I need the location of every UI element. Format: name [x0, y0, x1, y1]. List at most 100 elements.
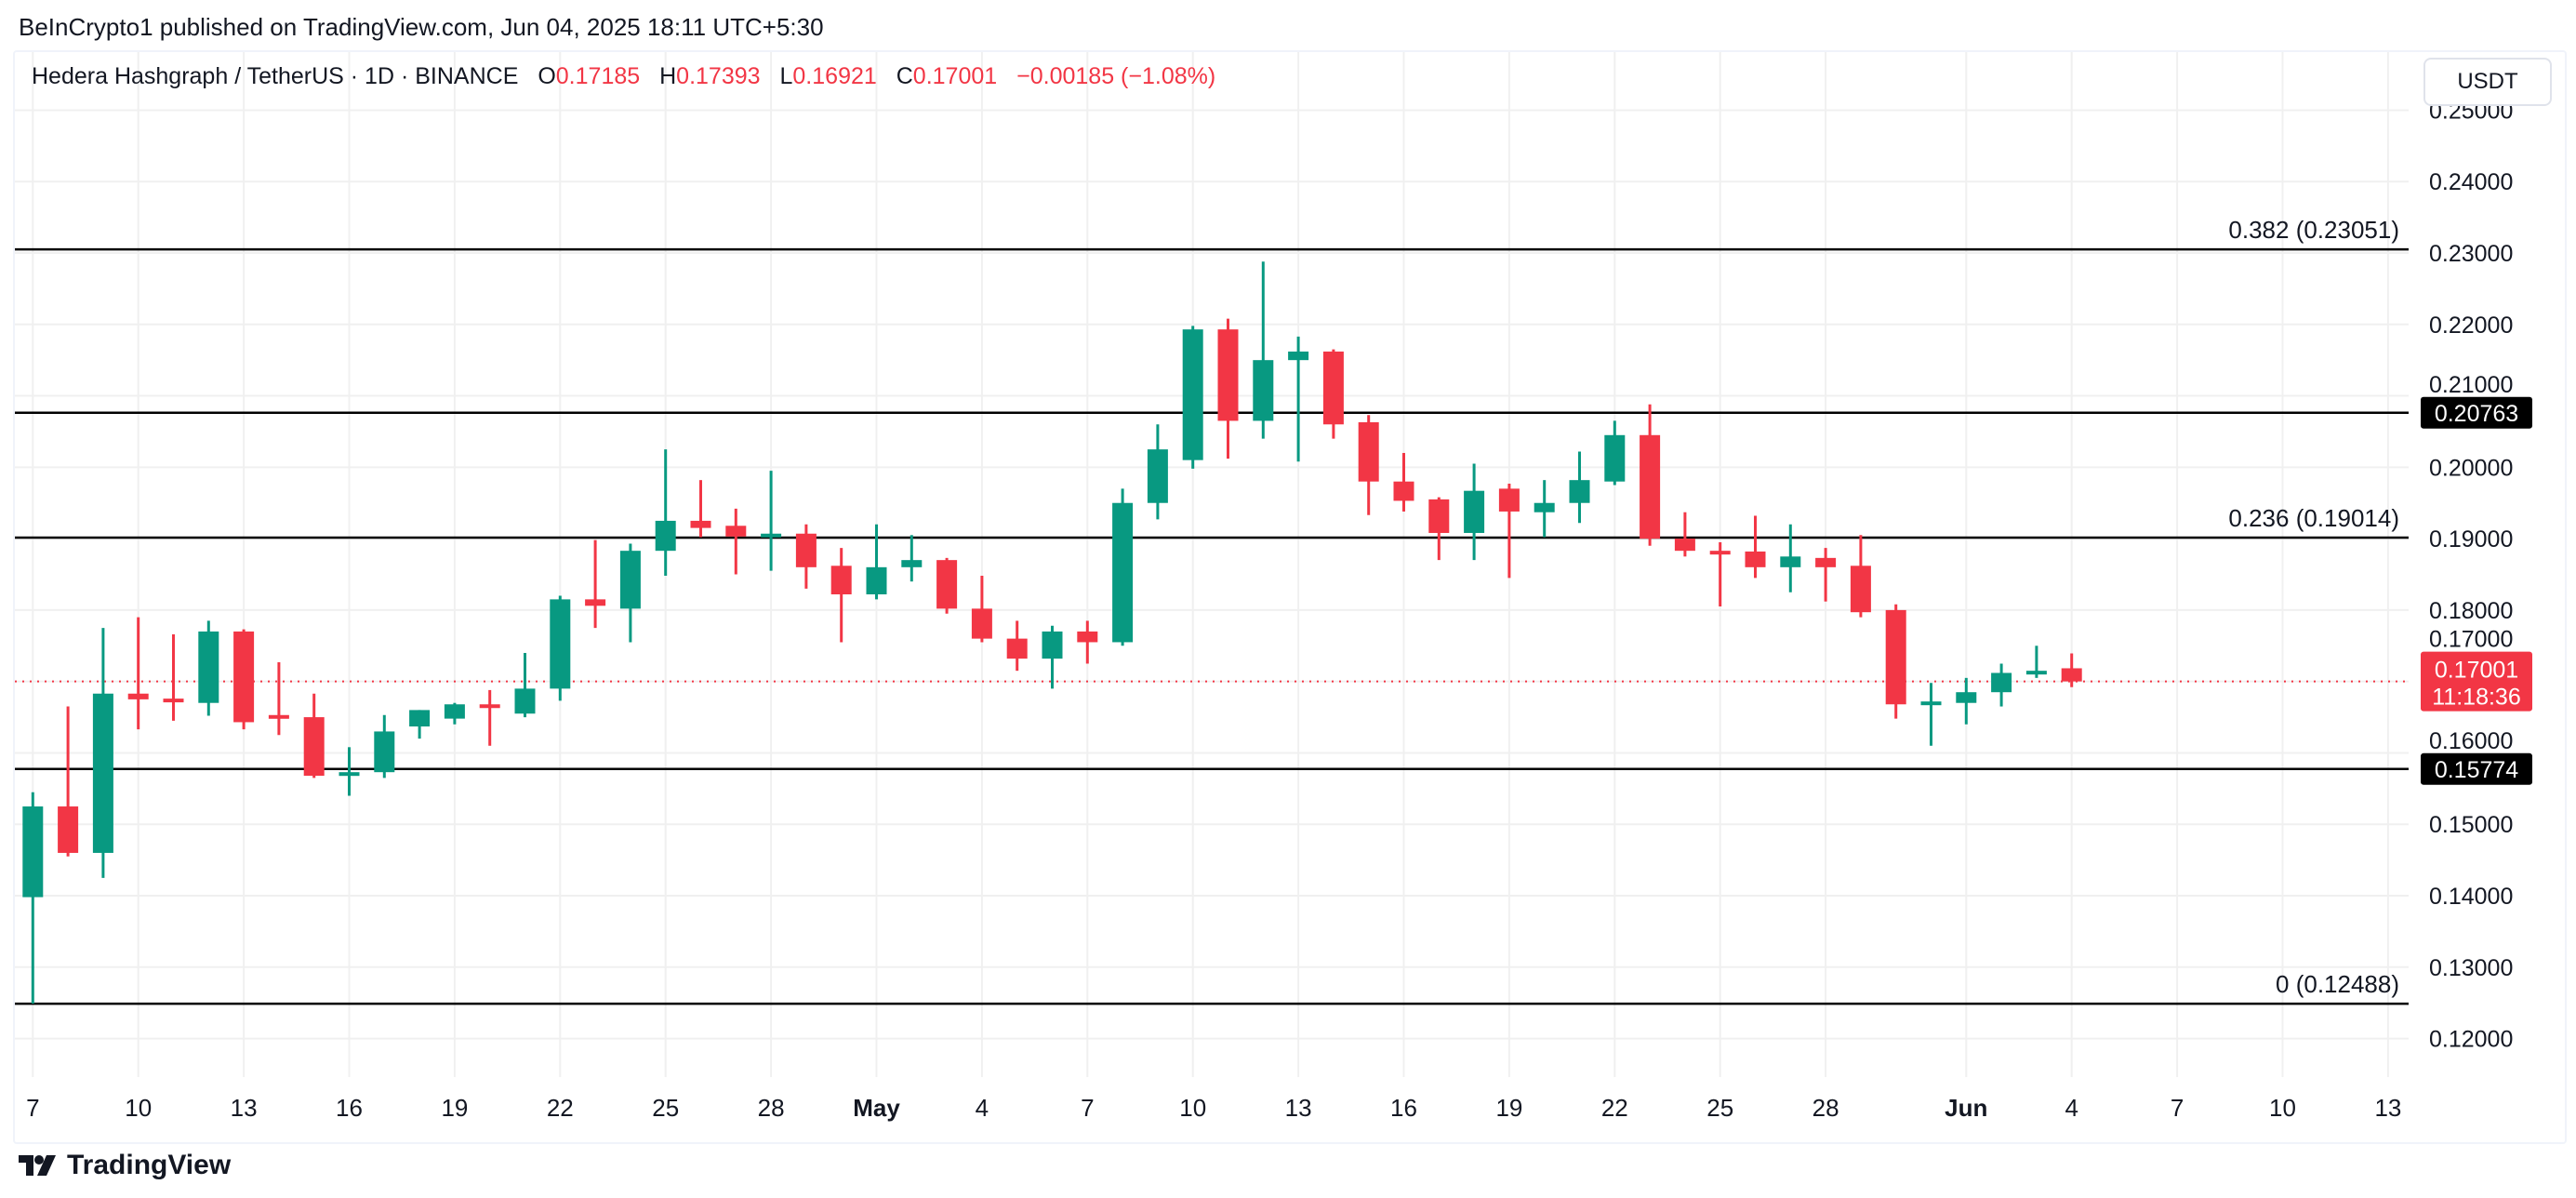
time-axis-label: 10: [125, 1094, 152, 1122]
time-axis-label: 4: [2065, 1094, 2078, 1122]
currency-button[interactable]: USDT: [2423, 58, 2552, 106]
open-label: O: [538, 63, 556, 89]
price-axis-label: 0.15000: [2429, 812, 2513, 838]
fib-level-label: 0.236 (0.19014): [2228, 504, 2399, 532]
time-axis-label: 13: [2374, 1094, 2401, 1122]
fib-price-badge-text: 0.20763: [2435, 401, 2518, 427]
time-axis-label: 16: [1390, 1094, 1417, 1122]
fib-level-label: 0 (0.12488): [2276, 970, 2399, 998]
published-caption: BeInCrypto1 published on TradingView.com…: [19, 13, 824, 41]
price-axis-label: 0.13000: [2429, 955, 2513, 981]
candle-body-up: [198, 631, 219, 703]
low-value: 0.16921: [792, 63, 877, 89]
candle-body-up: [409, 710, 431, 727]
tradingview-brand: TradingView: [67, 1150, 232, 1180]
change-value: −0.00185 (−1.08%): [1016, 63, 1216, 89]
time-axis-label: 10: [2269, 1094, 2296, 1122]
candle-countdown: 11:18:36: [2432, 685, 2520, 711]
candle-body-down: [303, 717, 325, 777]
candle-body-up: [92, 693, 113, 853]
symbol-title[interactable]: Hedera Hashgraph / TetherUS · 1D · BINAN…: [32, 63, 519, 89]
candle-body-up: [339, 772, 360, 777]
candle-body-down: [1498, 488, 1520, 512]
time-axis-label: 22: [1601, 1094, 1628, 1122]
time-axis-label: 19: [441, 1094, 468, 1122]
candle-body-down: [1815, 557, 1837, 567]
candle-body-down: [1077, 631, 1098, 643]
candle-body-up: [761, 533, 782, 538]
time-axis-label: 10: [1179, 1094, 1206, 1122]
chart-frame: [13, 50, 2567, 1144]
high-label: H: [659, 63, 677, 89]
candle-body-up: [1956, 692, 1977, 703]
candle-body-down: [936, 560, 958, 609]
candle-body-down: [479, 704, 500, 709]
candle-body-down: [163, 699, 184, 703]
candle-body-up: [1253, 360, 1274, 421]
candle-body-down: [971, 608, 992, 639]
low-label: L: [779, 63, 793, 89]
candle-body-down: [1709, 551, 1731, 555]
close-value: 0.17001: [912, 63, 998, 89]
price-axis-label: 0.19000: [2429, 526, 2513, 552]
time-axis-label: 7: [26, 1094, 39, 1122]
time-axis-label: 28: [758, 1094, 785, 1122]
candle-body-down: [1745, 551, 1766, 567]
time-axis-label: Jun: [1945, 1094, 1987, 1122]
fib-price-badge: [2421, 396, 2532, 429]
candle-body-down: [1428, 499, 1450, 533]
time-axis-label: 28: [1812, 1094, 1839, 1122]
time-axis-label: 7: [1081, 1094, 1094, 1122]
candle-body-up: [1042, 631, 1063, 659]
candle-body-down: [1850, 566, 1871, 613]
candle-body-up: [1920, 701, 1942, 706]
time-axis-label: 19: [1495, 1094, 1522, 1122]
candle-body-down: [585, 599, 606, 606]
symbol-legend: Hedera Hashgraph / TetherUS · 1D · BINAN…: [32, 63, 1215, 90]
price-axis-label: 0.16000: [2429, 728, 2513, 754]
candle-body-up: [1569, 480, 1590, 503]
candle-body-down: [1358, 421, 1379, 482]
time-axis-label: 13: [1285, 1094, 1312, 1122]
candle-body-down: [1640, 434, 1661, 539]
price-axis-background: [2409, 52, 2561, 1077]
candle-body-up: [444, 704, 465, 719]
candle-body-up: [1464, 490, 1485, 533]
candle-body-down: [2061, 668, 2082, 682]
candle-body-up: [374, 731, 395, 773]
candle-body-up: [1604, 434, 1626, 482]
time-axis-label: 7: [2171, 1094, 2184, 1122]
time-axis-label: May: [853, 1094, 900, 1122]
candle-body-up: [1991, 672, 2012, 693]
candle-body-down: [268, 714, 289, 719]
candle-body-up: [514, 688, 536, 714]
price-axis-label: 0.22000: [2429, 313, 2513, 339]
candle-body-up: [866, 566, 887, 595]
open-value: 0.17185: [555, 63, 641, 89]
candle-body-up: [1112, 502, 1134, 643]
candle-body-down: [58, 806, 79, 853]
time-axis-label: 4: [976, 1094, 989, 1122]
current-price-badge: [2421, 651, 2532, 712]
candle-body-up: [1182, 329, 1203, 460]
time-axis-label: 25: [1706, 1094, 1733, 1122]
candle-body-up: [655, 520, 676, 552]
candle-body-up: [1147, 449, 1168, 503]
candle-body-down: [795, 533, 817, 567]
candle-body-down: [233, 631, 255, 723]
close-label: C: [896, 63, 913, 89]
price-axis-label: 0.23000: [2429, 241, 2513, 267]
tradingview-logo[interactable]: TradingView: [19, 1150, 231, 1181]
candle-body-down: [1006, 638, 1028, 659]
price-axis-label: 0.17000: [2429, 627, 2513, 653]
fib-price-badge-text: 0.15774: [2435, 757, 2518, 783]
candle-body-down: [830, 566, 852, 595]
price-axis-label: 0.21000: [2429, 372, 2513, 398]
time-axis-label: 16: [336, 1094, 363, 1122]
price-axis-label: 0.14000: [2429, 884, 2513, 910]
price-axis-label: 0.20000: [2429, 455, 2513, 481]
price-axis-label: 0.12000: [2429, 1027, 2513, 1053]
candle-body-down: [1217, 329, 1239, 421]
candle-body-up: [2025, 671, 2047, 675]
